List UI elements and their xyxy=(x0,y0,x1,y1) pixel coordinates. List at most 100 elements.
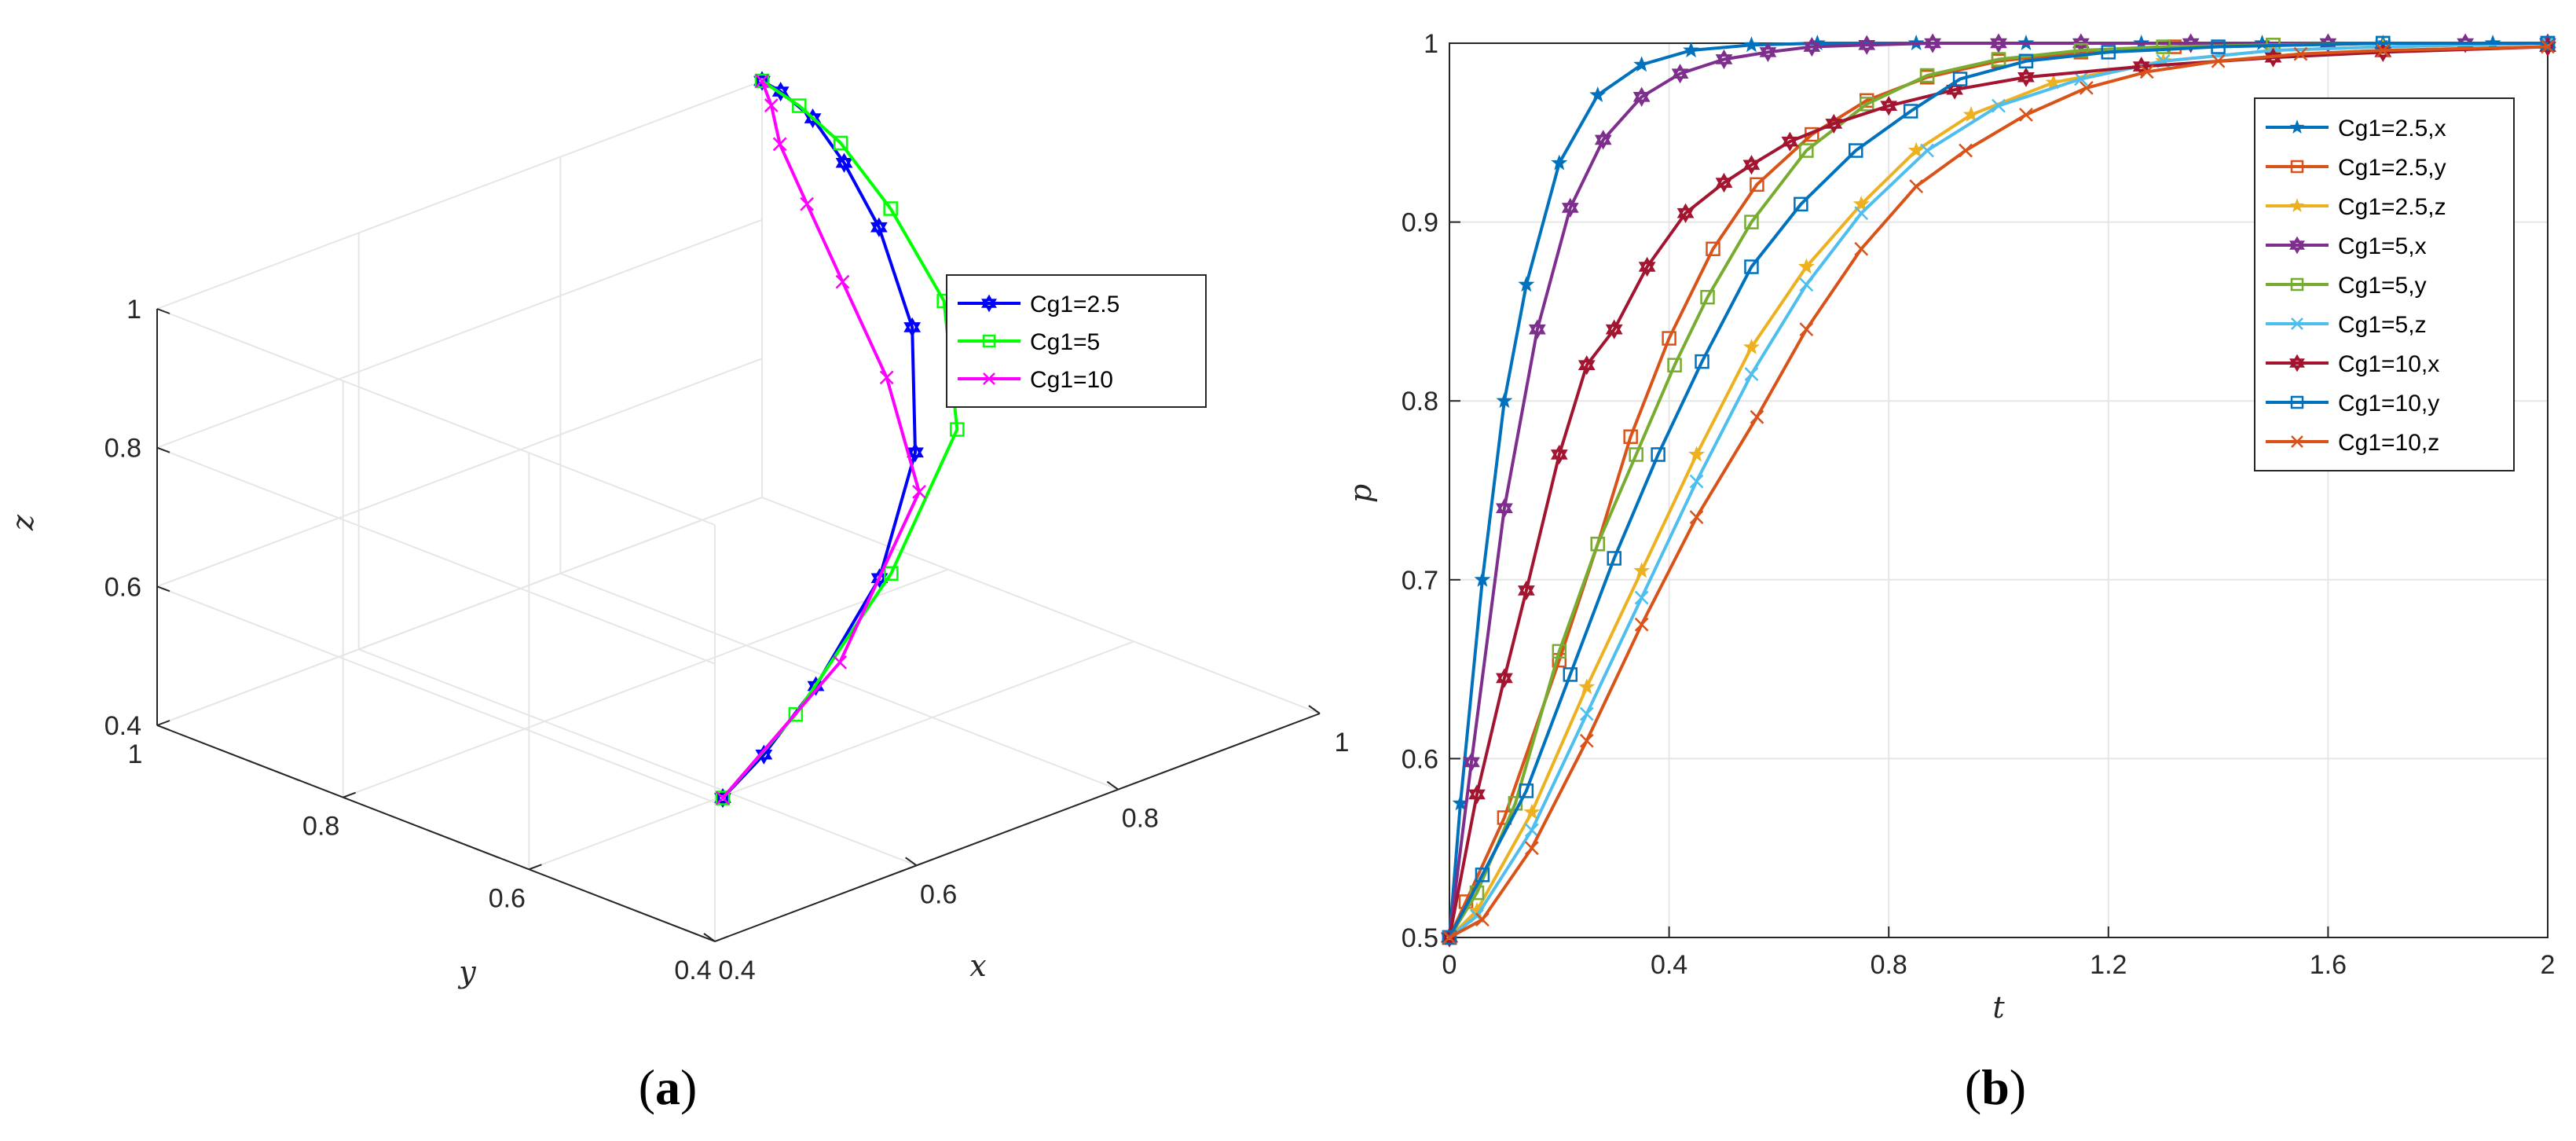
x-tick-label: 1.2 xyxy=(2090,950,2127,980)
b-legend-entry: Cg1=5,y xyxy=(2266,273,2427,299)
data-point xyxy=(1633,562,1651,578)
data-point xyxy=(903,317,922,338)
data-point xyxy=(1794,196,1808,212)
x-tick-label: 0.4 xyxy=(1651,950,1687,980)
z-tick-label: 0.6 xyxy=(104,572,141,602)
data-point xyxy=(800,196,815,211)
x-tick xyxy=(905,857,918,867)
data-point xyxy=(1799,143,1814,158)
y-tick-label: 0.6 xyxy=(1402,744,1438,774)
b-legend-entry: Cg1=5,z xyxy=(2266,312,2427,338)
a-legend-entry: Cg1=10 xyxy=(958,367,1113,393)
data-point xyxy=(1962,106,1980,123)
data-point xyxy=(2019,108,2033,122)
x-tick-label: 2 xyxy=(2541,950,2556,980)
data-point xyxy=(1496,498,1513,519)
data-point xyxy=(1475,912,1490,927)
a-legend-marker xyxy=(982,334,996,348)
data-point xyxy=(1715,49,1733,70)
data-point xyxy=(833,655,848,670)
series-line xyxy=(1448,42,2548,938)
series-Cg1=5 xyxy=(715,73,965,805)
data-point xyxy=(1676,203,1695,223)
data-point xyxy=(1550,444,1568,465)
series-Cg1=10,y xyxy=(1442,35,2556,945)
data-point xyxy=(1474,570,1491,587)
caption-a: (a) xyxy=(639,1059,698,1115)
z-tick-label: 1 xyxy=(126,295,141,325)
data-point xyxy=(884,566,899,581)
data-point xyxy=(1651,447,1665,462)
data-point xyxy=(1524,841,1539,856)
data-point xyxy=(1706,241,1720,256)
z-tick xyxy=(156,308,170,314)
data-point xyxy=(2540,35,2556,51)
data-point xyxy=(755,74,769,88)
b-legend-marker xyxy=(2289,119,2305,134)
y-tick xyxy=(156,720,170,726)
b-legend-entry: Cg1=10,x xyxy=(2266,351,2439,377)
data-point xyxy=(792,98,807,113)
b-legend-marker xyxy=(2289,198,2305,212)
series-line xyxy=(1449,45,2549,939)
b-legend-entry: Cg1=2.5,x xyxy=(2266,116,2446,141)
data-point xyxy=(1744,259,1759,274)
data-point xyxy=(835,152,853,173)
data-point xyxy=(2045,74,2062,90)
data-point xyxy=(1742,36,1760,53)
data-point xyxy=(1634,590,1649,605)
data-point xyxy=(1750,177,1764,193)
a-legend-marker xyxy=(983,372,995,385)
z-tick-label: 0.8 xyxy=(104,434,141,464)
grid-line xyxy=(761,497,1321,714)
data-point xyxy=(1528,319,1546,339)
z-tick xyxy=(156,446,170,453)
data-point xyxy=(1742,155,1761,175)
data-point xyxy=(1552,644,1567,659)
data-point xyxy=(2079,81,2094,95)
data-point xyxy=(1903,104,1918,119)
data-point xyxy=(754,73,770,89)
data-point xyxy=(1523,803,1541,820)
data-point xyxy=(1700,289,1715,305)
data-point xyxy=(1590,537,1605,552)
data-point xyxy=(1518,276,1535,292)
caption-b: (b) xyxy=(1965,1059,2026,1115)
data-point xyxy=(1607,551,1621,566)
data-point xyxy=(1594,130,1612,150)
b-legend-label: Cg1=2.5,z xyxy=(2338,194,2446,220)
b-legend-marker xyxy=(2290,395,2304,409)
data-point xyxy=(2211,39,2226,54)
data-point xyxy=(2073,72,2088,86)
data-point xyxy=(1688,446,1706,462)
data-point xyxy=(2017,67,2035,87)
data-point xyxy=(1991,52,2006,67)
a-legend-label: Cg1=10 xyxy=(1030,367,1113,393)
data-point xyxy=(2072,33,2090,53)
data-point xyxy=(1797,258,1815,274)
data-point xyxy=(1579,706,1594,721)
series-line xyxy=(1448,42,2549,939)
b-legend-marker xyxy=(2290,160,2304,174)
data-point xyxy=(1920,143,1935,158)
series-line xyxy=(1448,45,2549,938)
grid-line xyxy=(358,648,918,867)
data-point xyxy=(715,791,731,805)
data-point xyxy=(2211,53,2226,68)
data-point xyxy=(1742,338,1760,354)
x-tick xyxy=(1308,705,1321,714)
data-point xyxy=(1689,510,1704,525)
data-point xyxy=(1750,409,1764,424)
a-legend-label: Cg1=5 xyxy=(1030,329,1100,355)
data-point xyxy=(912,485,926,499)
data-point xyxy=(1715,172,1733,193)
data-point xyxy=(788,707,804,722)
data-point xyxy=(1623,429,1638,444)
data-point xyxy=(1990,33,2007,53)
y-tick xyxy=(528,864,542,871)
data-point xyxy=(764,98,779,112)
data-point xyxy=(1859,97,1874,112)
data-point xyxy=(1880,96,1898,116)
grid-line xyxy=(156,358,763,588)
grid-line xyxy=(559,572,1119,791)
